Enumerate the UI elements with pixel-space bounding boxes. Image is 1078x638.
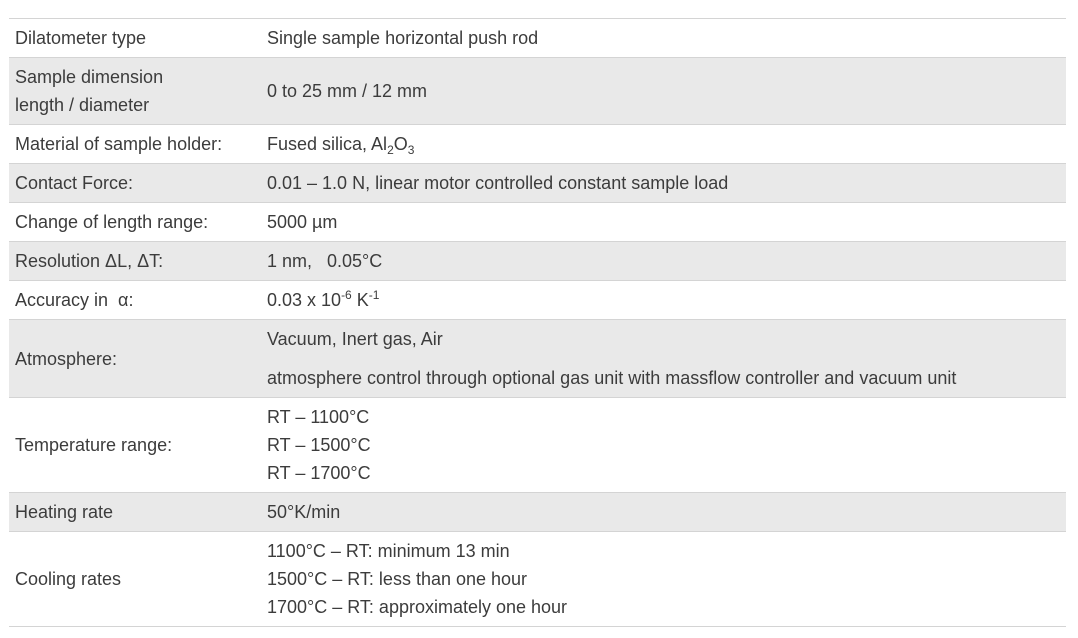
superscript: -6	[341, 288, 352, 302]
value-text: RT – 1700°C	[267, 463, 371, 483]
value-text: 50°K/min	[267, 502, 341, 522]
value-prefix: 0.03 x 10	[267, 290, 342, 310]
row-value: 5000 µm	[262, 203, 1066, 241]
value-text: RT – 1100°C	[267, 407, 370, 427]
row-label: Sample dimension length / diameter	[9, 58, 262, 124]
row-label: Heating rate	[15, 502, 114, 522]
table-row: Cooling rates 1100°C – RT: minimum 13 mi…	[9, 532, 1066, 627]
value-text: 1 nm, 0.05°C	[267, 251, 383, 271]
table-row: Contact Force: 0.01 – 1.0 N, linear moto…	[9, 164, 1066, 203]
row-label: Material of sample holder:	[15, 134, 223, 154]
table-row: Change of length range: 5000 µm	[9, 203, 1066, 242]
row-label: Accuracy in α:	[15, 290, 134, 310]
table-row: Sample dimension length / diameter 0 to …	[9, 58, 1066, 125]
value-text: 0 to 25 mm / 12 mm	[267, 81, 428, 101]
row-value: RT – 1100°C RT – 1500°C RT – 1700°C	[262, 398, 1066, 492]
table-row: Dilatometer type Single sample horizonta…	[9, 19, 1066, 58]
value-text: Fused silica, Al2O3	[267, 130, 1066, 158]
row-value: 1 nm, 0.05°C	[262, 242, 1066, 280]
row-label: Cooling rates	[15, 569, 122, 589]
table-row: Accuracy in α: 0.03 x 10-6 K-1	[9, 281, 1066, 320]
subscript: 2	[387, 143, 394, 157]
value-mid: O	[393, 134, 408, 154]
table-row: Atmosphere: Vacuum, Inert gas, Air atmos…	[9, 320, 1066, 398]
row-label: Atmosphere:	[15, 348, 118, 369]
value-text: RT – 1500°C	[267, 435, 371, 455]
row-label: Contact Force:	[15, 173, 134, 193]
row-label: Temperature range:	[15, 435, 173, 455]
table-row: Material of sample holder: Fused silica,…	[9, 125, 1066, 164]
row-label: Resolution ΔL, ΔT:	[15, 251, 164, 271]
table-row: Resolution ΔL, ΔT: 1 nm, 0.05°C	[9, 242, 1066, 281]
row-value: 0.01 – 1.0 N, linear motor controlled co…	[262, 164, 1066, 202]
value-text: Vacuum, Inert gas, Air	[267, 329, 443, 349]
row-label: Change of length range:	[15, 212, 209, 232]
value-unit: K	[351, 290, 369, 310]
value-text: atmosphere control through optional gas …	[267, 368, 957, 388]
spec-table: Dilatometer type Single sample horizonta…	[9, 18, 1066, 627]
row-value: Vacuum, Inert gas, Air atmosphere contro…	[262, 320, 1066, 397]
row-value: 0.03 x 10-6 K-1	[262, 281, 1066, 319]
value-prefix: Fused silica, Al	[267, 134, 388, 154]
row-value: Fused silica, Al2O3	[262, 125, 1066, 163]
row-label: Dilatometer type	[15, 28, 147, 48]
label-line: length / diameter	[15, 95, 150, 115]
value-text: 0.03 x 10-6 K-1	[267, 286, 1066, 314]
row-value: Single sample horizontal push rod	[262, 19, 1066, 57]
row-value: 1100°C – RT: minimum 13 min 1500°C – RT:…	[262, 532, 1066, 626]
value-text: 1100°C – RT: minimum 13 min	[267, 541, 510, 561]
value-text: 5000 µm	[267, 212, 338, 232]
superscript: -1	[368, 288, 380, 302]
row-value: 50°K/min	[262, 493, 1066, 531]
value-text: Single sample horizontal push rod	[267, 28, 539, 48]
label-line: Sample dimension	[15, 67, 164, 87]
table-row: Temperature range: RT – 1100°C RT – 1500…	[9, 398, 1066, 493]
table-row: Heating rate 50°K/min	[9, 493, 1066, 532]
row-value: 0 to 25 mm / 12 mm	[262, 58, 1066, 124]
value-text: 0.01 – 1.0 N, linear motor controlled co…	[267, 173, 729, 193]
value-text: 1500°C – RT: less than one hour	[267, 569, 528, 589]
subscript: 3	[407, 143, 415, 157]
value-text: 1700°C – RT: approximately one hour	[267, 597, 568, 617]
